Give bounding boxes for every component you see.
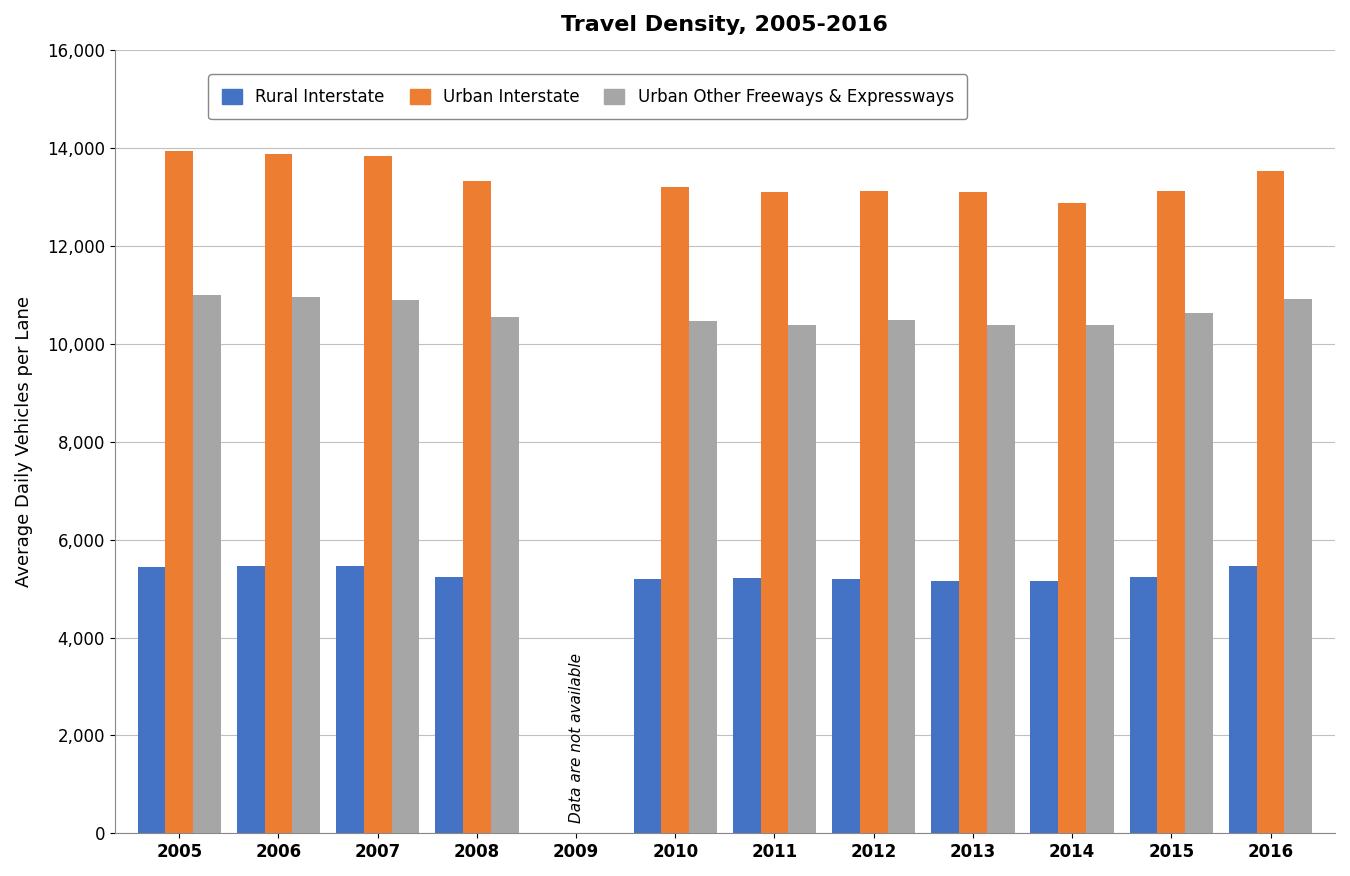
- Y-axis label: Average Daily Vehicles per Lane: Average Daily Vehicles per Lane: [15, 296, 32, 588]
- Bar: [1157, 191, 1185, 833]
- Bar: [435, 577, 463, 833]
- Bar: [958, 193, 987, 833]
- Bar: [931, 582, 958, 833]
- Bar: [688, 321, 717, 833]
- Title: Travel Density, 2005-2016: Travel Density, 2005-2016: [562, 15, 888, 35]
- Bar: [1257, 172, 1284, 833]
- Text: Data are not available: Data are not available: [568, 653, 583, 823]
- Bar: [832, 579, 860, 833]
- Bar: [1228, 566, 1257, 833]
- Bar: [760, 193, 788, 833]
- Bar: [363, 156, 392, 833]
- Bar: [1185, 314, 1212, 833]
- Bar: [633, 579, 662, 833]
- Bar: [987, 325, 1015, 833]
- Bar: [1058, 202, 1085, 833]
- Bar: [860, 191, 887, 833]
- Bar: [336, 566, 363, 833]
- Bar: [887, 320, 915, 833]
- Bar: [788, 325, 817, 833]
- Bar: [392, 300, 420, 833]
- Bar: [293, 297, 320, 833]
- Bar: [491, 316, 518, 833]
- Bar: [265, 154, 293, 833]
- Bar: [463, 181, 491, 833]
- Bar: [1085, 325, 1114, 833]
- Bar: [193, 295, 221, 833]
- Bar: [1284, 299, 1312, 833]
- Bar: [165, 151, 193, 833]
- Bar: [1030, 581, 1058, 833]
- Bar: [1130, 577, 1157, 833]
- Bar: [236, 566, 265, 833]
- Bar: [733, 578, 760, 833]
- Bar: [662, 187, 688, 833]
- Bar: [138, 567, 165, 833]
- Legend: Rural Interstate, Urban Interstate, Urban Other Freeways & Expressways: Rural Interstate, Urban Interstate, Urba…: [208, 74, 968, 119]
